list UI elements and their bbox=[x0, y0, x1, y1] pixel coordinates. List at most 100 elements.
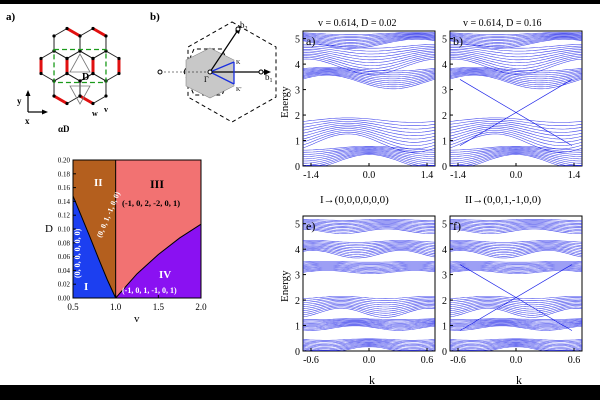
band-line bbox=[302, 148, 436, 157]
phase-ytick-label: 0.04 bbox=[58, 267, 71, 275]
weak-bond bbox=[66, 50, 81, 59]
band-line bbox=[302, 119, 436, 126]
band-line bbox=[449, 53, 583, 66]
boundary-I-II bbox=[72, 195, 117, 299]
band-line bbox=[302, 72, 436, 84]
band-line bbox=[302, 57, 436, 72]
phase-ytick-label: 0.18 bbox=[58, 170, 71, 178]
lattice-site bbox=[78, 49, 82, 53]
lattice-site bbox=[117, 71, 121, 76]
band-line bbox=[450, 221, 582, 224]
bz-label-gamma: Γ bbox=[204, 75, 209, 84]
band-line bbox=[449, 35, 583, 41]
lattice-site bbox=[52, 94, 56, 98]
weak-bond bbox=[105, 50, 120, 59]
band-ytick-label: 0 bbox=[442, 347, 447, 358]
band-line bbox=[302, 242, 436, 247]
band-ytick-label: 2 bbox=[442, 296, 447, 307]
band-line bbox=[449, 323, 583, 329]
brillouin-zone-diagram bbox=[157, 21, 277, 123]
band-line bbox=[302, 32, 436, 35]
band-line bbox=[449, 121, 583, 130]
band-line bbox=[449, 52, 583, 63]
triangle-D bbox=[69, 53, 91, 73]
band-line bbox=[302, 67, 436, 72]
band-line bbox=[302, 131, 436, 150]
lattice-site bbox=[104, 49, 108, 53]
band-ytick-label: 0 bbox=[295, 162, 300, 173]
lattice-site bbox=[104, 94, 108, 98]
band-line bbox=[449, 262, 583, 264]
band-panel: 0 1 2 3 4 5 -0.6 0.0 0.6 f) bbox=[442, 215, 583, 366]
band-line bbox=[302, 342, 436, 347]
band-line bbox=[302, 261, 436, 263]
lattice-site bbox=[52, 34, 56, 38]
edge-state-line bbox=[459, 79, 573, 146]
band-xtick-label: 1.4 bbox=[421, 170, 434, 181]
region-II bbox=[73, 160, 116, 298]
band-line bbox=[302, 304, 436, 312]
band-line bbox=[449, 67, 583, 72]
band-line bbox=[449, 320, 583, 324]
band-line bbox=[302, 224, 435, 228]
band-line bbox=[302, 130, 436, 146]
band-line bbox=[302, 270, 436, 274]
band-line bbox=[302, 124, 436, 136]
band-line bbox=[449, 146, 583, 153]
band-ytick-label: 3 bbox=[295, 86, 300, 97]
band-line bbox=[302, 264, 436, 267]
band-line bbox=[302, 69, 436, 78]
weak-bond bbox=[79, 50, 94, 59]
band-line bbox=[302, 223, 436, 227]
weak-bond bbox=[92, 95, 107, 104]
band-line bbox=[303, 151, 435, 164]
band-ytick-label: 5 bbox=[442, 35, 447, 46]
band-line bbox=[449, 306, 583, 316]
band-line bbox=[302, 249, 436, 257]
band-line bbox=[302, 53, 436, 66]
band-line bbox=[302, 71, 436, 82]
band-ytick-label: 1 bbox=[295, 137, 300, 148]
band-line bbox=[450, 151, 582, 164]
band-line bbox=[302, 296, 436, 299]
band-line bbox=[449, 119, 583, 126]
region-IV-invariant: (-1, 0, 1, -1, 0, 1) bbox=[122, 286, 177, 295]
band-line bbox=[302, 319, 436, 322]
band-line bbox=[449, 68, 583, 74]
band-line bbox=[450, 220, 583, 223]
band-line bbox=[302, 298, 436, 304]
band-line bbox=[449, 345, 583, 351]
band-line bbox=[303, 154, 435, 166]
lattice-site bbox=[91, 56, 95, 61]
band-line bbox=[302, 149, 436, 160]
band-panel-label: a) bbox=[306, 34, 315, 48]
band-line bbox=[449, 339, 583, 342]
phase-xlabel: v bbox=[134, 313, 140, 325]
band-line bbox=[450, 150, 582, 162]
band-line bbox=[302, 320, 436, 324]
band-ytick-label: 5 bbox=[295, 220, 300, 231]
band-ytick-label: 1 bbox=[442, 322, 447, 333]
phase-ytick-label: 0.08 bbox=[58, 239, 71, 247]
band-line bbox=[449, 36, 583, 45]
band-line bbox=[302, 269, 436, 273]
band-line bbox=[449, 32, 583, 37]
band-line bbox=[449, 301, 583, 308]
band-line bbox=[449, 297, 583, 301]
phase-xtick-label: 1.0 bbox=[110, 302, 122, 312]
band-line bbox=[302, 47, 436, 55]
band-line bbox=[449, 149, 583, 160]
band-line bbox=[449, 243, 583, 248]
band-line bbox=[449, 249, 583, 257]
band-line bbox=[302, 302, 436, 310]
band-line bbox=[449, 71, 583, 82]
band-panel-label: f) bbox=[453, 219, 461, 233]
band-line bbox=[302, 133, 436, 153]
band-line bbox=[302, 121, 436, 130]
band-ytick-label: 4 bbox=[295, 245, 300, 256]
band-line bbox=[449, 340, 583, 344]
band-line bbox=[449, 147, 583, 155]
weak-bond bbox=[40, 73, 55, 82]
region-II-label: II bbox=[94, 177, 103, 189]
region-III-invariant: (-1, 0, 2, -2, 0, 1) bbox=[122, 198, 180, 208]
